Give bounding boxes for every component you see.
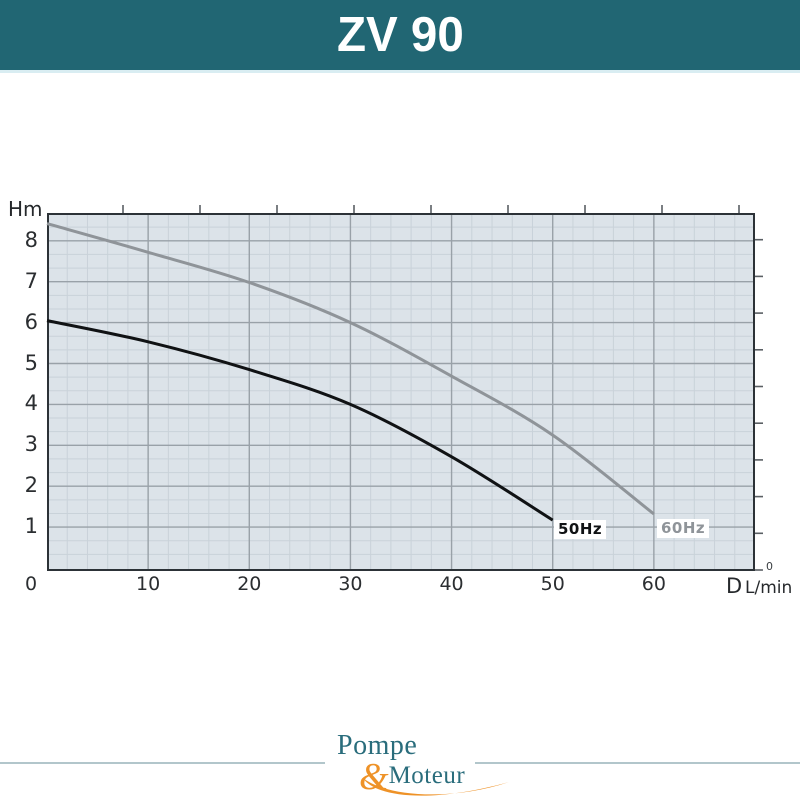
y-tick-label: 8 xyxy=(24,227,38,252)
brand-name-top: Pompe xyxy=(337,730,418,761)
y-tick-label: 4 xyxy=(24,391,38,416)
brand-swoosh-icon xyxy=(363,778,509,796)
y-tick-label: 5 xyxy=(24,350,38,375)
y-tick-label: 7 xyxy=(24,268,38,293)
x-axis-title-letter: D xyxy=(726,574,743,598)
header-banner: ZV 90 xyxy=(0,0,800,73)
y-tick-label: 1 xyxy=(24,514,38,539)
brand-name-bottom: Moteur xyxy=(388,762,466,789)
curve-label-60hz: 60Hz xyxy=(657,519,710,538)
y-tick-label: 6 xyxy=(24,309,38,334)
x-tick-label: 10 xyxy=(136,573,161,595)
brand-logo: Pompe &Moteur xyxy=(325,730,509,800)
y-axis-title: Hm xyxy=(8,197,43,221)
x-tick-label: 0 xyxy=(24,573,38,595)
x-tick-label: 60 xyxy=(641,573,666,595)
chart-plot-area xyxy=(46,205,763,571)
right-axis-zero-label: 0 xyxy=(766,560,773,573)
x-tick-label: 50 xyxy=(540,573,565,595)
brand-ampersand: & xyxy=(359,756,389,798)
x-axis-unit-label: L/min xyxy=(745,578,793,598)
y-tick-label: 3 xyxy=(24,432,38,457)
x-tick-label: 30 xyxy=(338,573,363,595)
y-tick-label: 2 xyxy=(24,473,38,498)
x-tick-label: 20 xyxy=(237,573,262,595)
page-title: ZV 90 xyxy=(336,8,464,62)
chart-canvas xyxy=(46,205,763,571)
x-tick-label: 40 xyxy=(439,573,464,595)
curve-label-50hz: 50Hz xyxy=(554,520,607,539)
